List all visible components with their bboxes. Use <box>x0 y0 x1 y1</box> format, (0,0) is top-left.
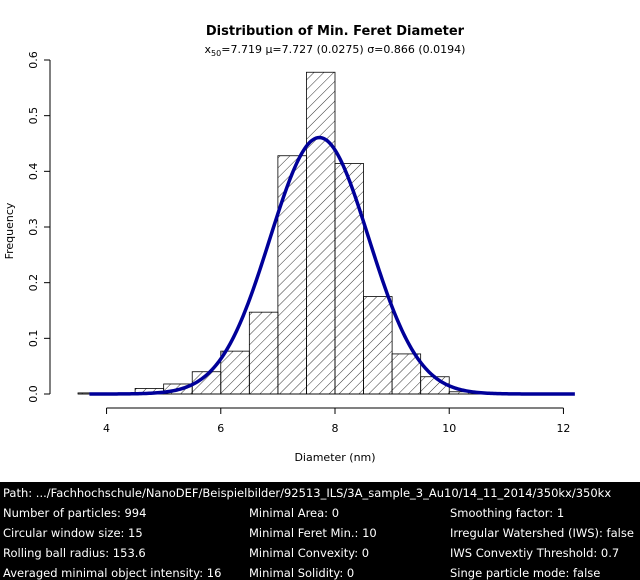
x-axis-label: Diameter (nm) <box>294 451 375 464</box>
y-tick-label: 0.0 <box>27 385 40 403</box>
x-tick-label: 4 <box>103 422 110 435</box>
y-tick-label: 0.4 <box>27 163 40 181</box>
histogram-bar <box>248 311 279 395</box>
y-tick-label: 0.2 <box>27 274 40 292</box>
histogram-chart: Distribution of Min. Feret Diameter x50=… <box>3 24 575 464</box>
y-axis-label: Frequency <box>3 202 16 259</box>
x-tick-label: 10 <box>442 422 456 435</box>
x-tick-label: 8 <box>332 422 339 435</box>
info-cell: Rolling ball radius: 153.6 <box>3 546 146 560</box>
info-cell: Minimal Convexity: 0 <box>249 546 370 560</box>
info-cell: Number of particles: 994 <box>3 506 147 520</box>
histogram-bar <box>220 350 250 395</box>
y-tick-label: 0.6 <box>27 51 40 69</box>
info-cell: Singe particle mode: false <box>450 566 601 580</box>
path-text: Path: .../Fachhochschule/NanoDEF/Beispie… <box>3 486 612 500</box>
info-cell: Minimal Area: 0 <box>249 506 340 520</box>
info-cell: IWS Convextiy Threshold: 0.7 <box>450 546 620 560</box>
histogram-bar <box>391 353 422 395</box>
histogram-bar <box>306 71 336 395</box>
info-cell: Smoothing factor: 1 <box>450 506 565 520</box>
axes: 0.0 0.1 0.2 0.3 0.4 0.5 0.6 4 6 8 10 12 <box>27 51 570 435</box>
y-tick-label: 0.5 <box>27 107 40 125</box>
info-cell: Minimal Solidity: 0 <box>249 566 355 580</box>
x-tick-label: 12 <box>556 422 570 435</box>
chart-title: Distribution of Min. Feret Diameter <box>206 24 465 39</box>
info-cell: Irregular Watershed (IWS): false <box>450 526 634 540</box>
y-tick-label: 0.1 <box>27 330 40 348</box>
x-tick-label: 6 <box>217 422 224 435</box>
histogram-bars <box>77 71 507 395</box>
info-panel: Path: .../Fachhochschule/NanoDEF/Beispie… <box>0 482 640 580</box>
info-cell: Minimal Feret Min.: 10 <box>249 526 377 540</box>
chart-subtitle: x50=7.719 μ=7.727 (0.0275) σ=0.866 (0.01… <box>205 43 466 58</box>
histogram-bar <box>334 163 364 395</box>
normal-fit-curve <box>89 135 575 396</box>
histogram-bar <box>363 296 393 395</box>
y-tick-label: 0.3 <box>27 218 40 236</box>
info-cell: Circular window size: 15 <box>3 526 143 540</box>
histogram-bar <box>277 155 307 395</box>
info-cell: Averaged minimal object intensity: 16 <box>3 566 222 580</box>
